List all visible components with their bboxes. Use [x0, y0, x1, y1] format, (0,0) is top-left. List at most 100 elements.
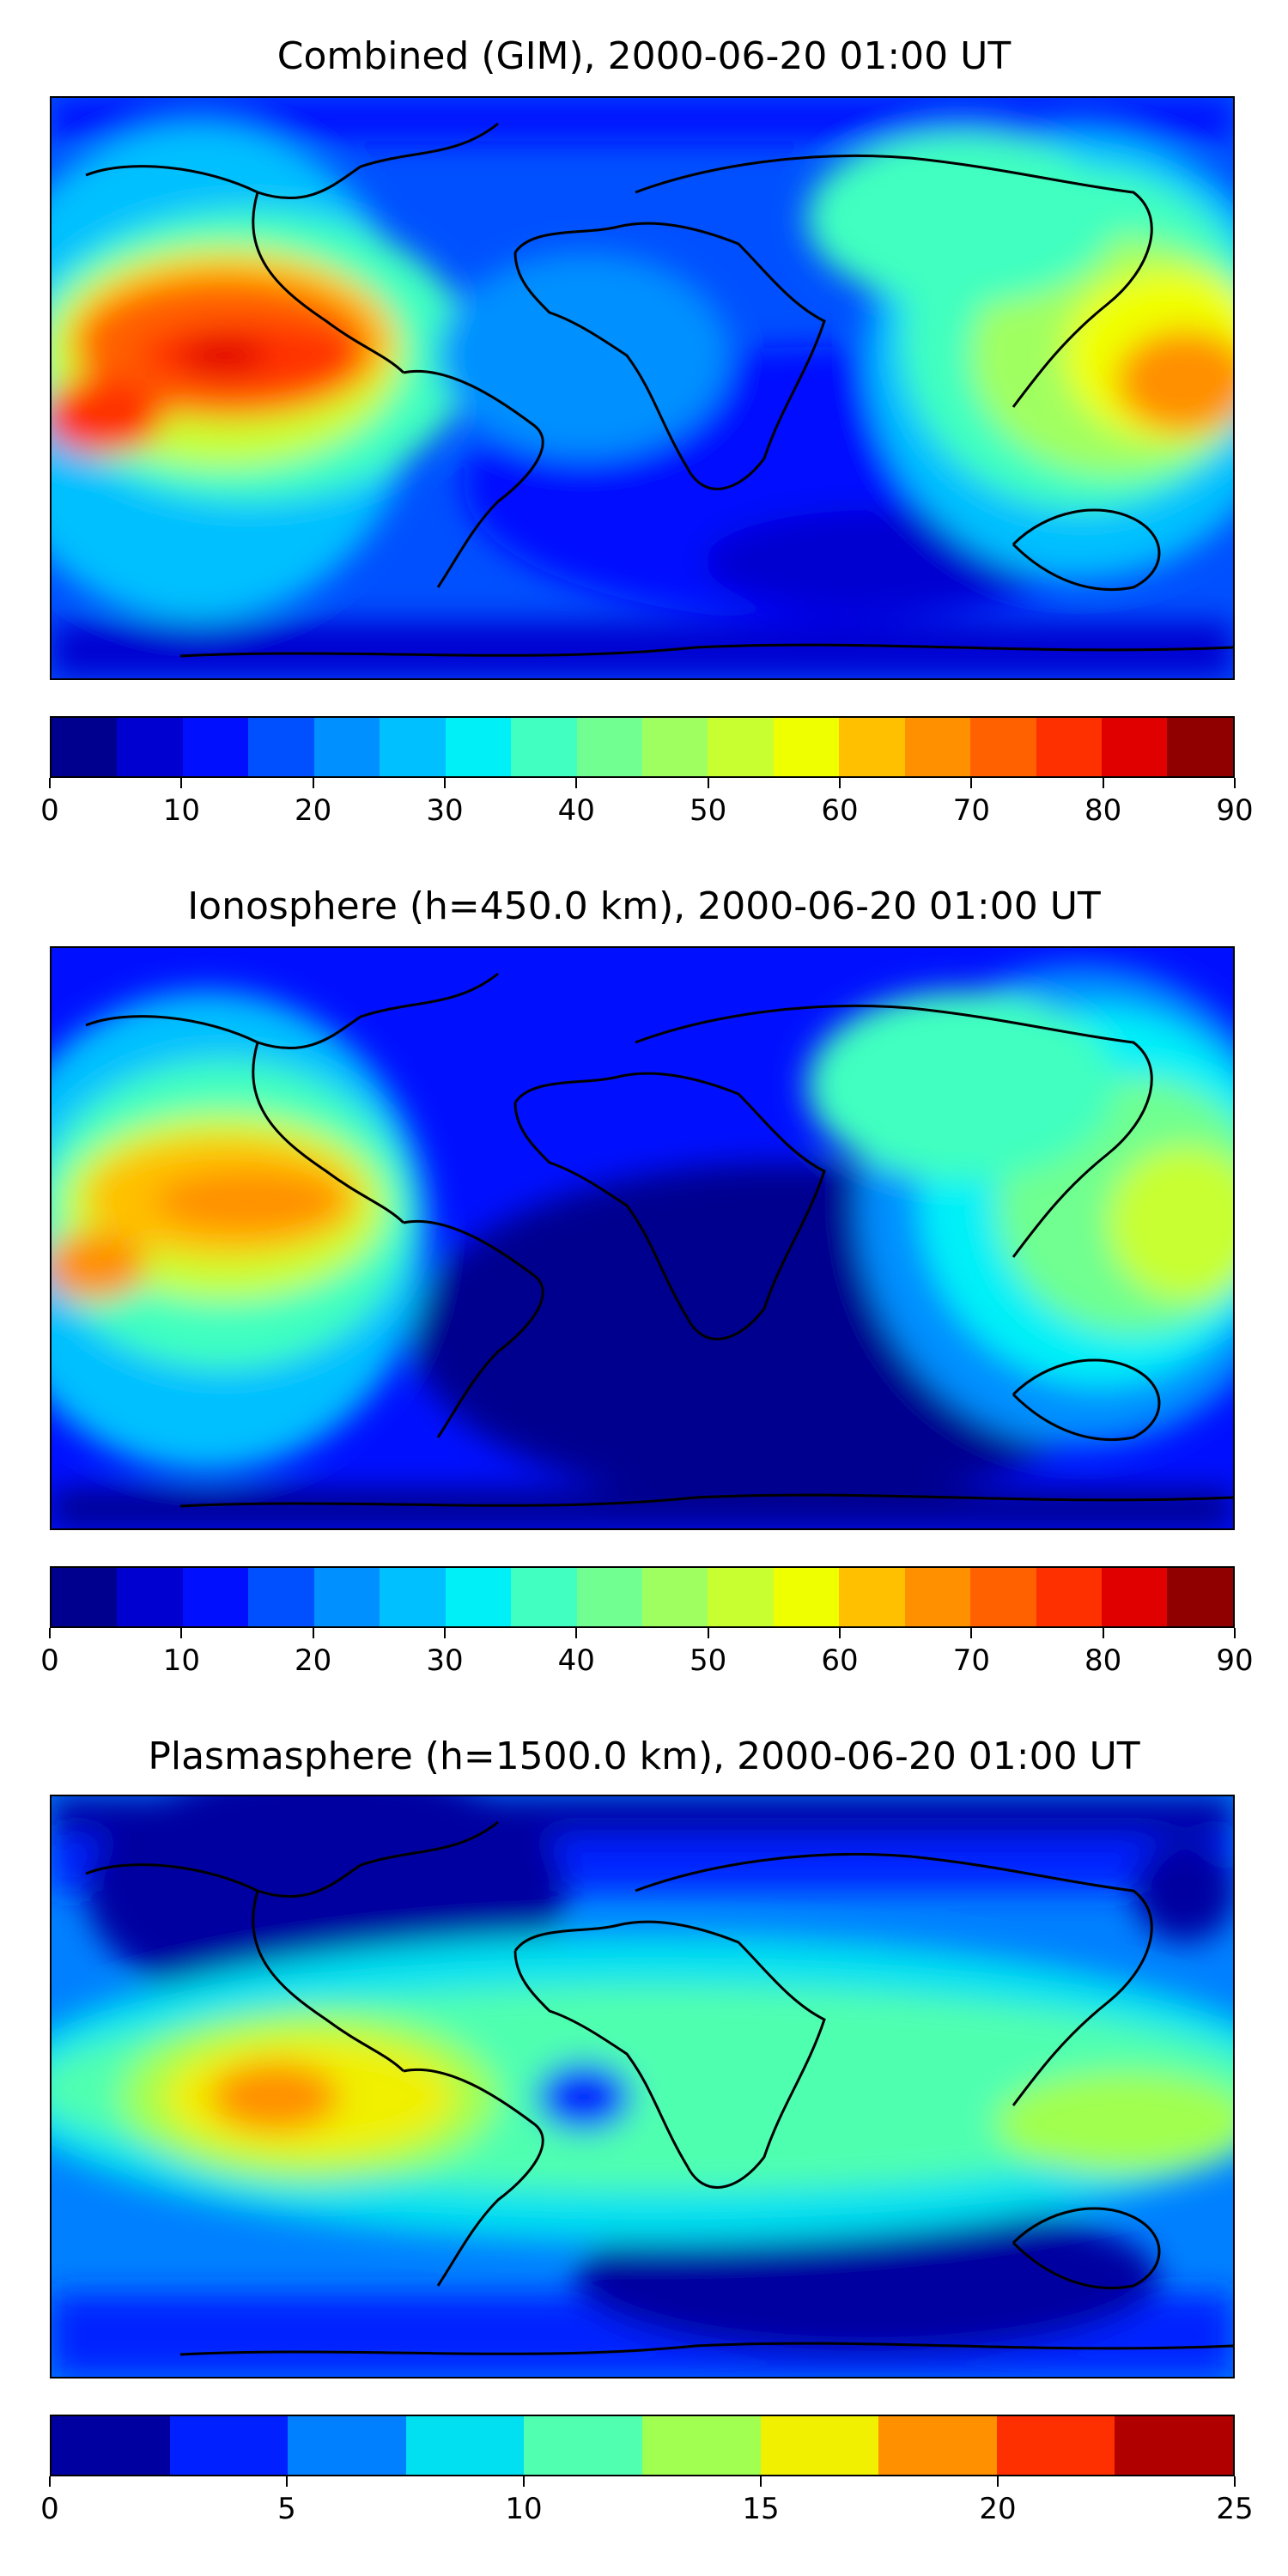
tick-label: 80 [1084, 1643, 1122, 1678]
tick-label: 15 [742, 2492, 780, 2526]
colorbar-segment [839, 718, 905, 776]
contour-map-plasmasphere [52, 1796, 1233, 2377]
colorbar-segment [708, 718, 774, 776]
tick-label: 10 [162, 793, 200, 828]
colorbar-segment [996, 2416, 1115, 2475]
colorbar-segment [445, 1568, 512, 1626]
tick-label: 50 [690, 1643, 727, 1678]
tick-mark [1234, 778, 1236, 788]
colorbar-segment [445, 718, 512, 776]
tick-mark [970, 778, 973, 788]
tick-mark [49, 2476, 51, 2487]
colorbar-segment [773, 1568, 840, 1626]
chart-title: Plasmasphere (h=1500.0 km), 2000-06-20 0… [148, 1735, 1140, 1778]
colorbar-segment [313, 1568, 380, 1626]
tick-label: 0 [40, 2492, 59, 2526]
tick-mark [312, 1628, 314, 1638]
colorbar-segment [760, 2416, 879, 2475]
tick-mark [707, 1628, 709, 1638]
colorbar-segment [708, 1568, 774, 1626]
tick-label: 50 [690, 793, 727, 828]
tick-label: 40 [557, 1643, 595, 1678]
colorbar-segment [52, 2416, 170, 2475]
colorbar-segment [1115, 2416, 1233, 2475]
colorbar-segment [248, 718, 314, 776]
colorbar-segment [576, 718, 642, 776]
colorbar-segment [970, 718, 1036, 776]
colorbar-segment [1167, 718, 1233, 776]
colorbar-ionosphere [50, 1566, 1235, 1628]
colorbar-segment [839, 1568, 905, 1626]
tick-mark [180, 778, 183, 788]
tick-label: 0 [40, 793, 59, 828]
tick-mark [1102, 1628, 1104, 1638]
colorbar-segment [1167, 1568, 1233, 1626]
tick-label: 70 [952, 793, 990, 828]
colorbar-segment [970, 1568, 1036, 1626]
colorbar-segment [52, 718, 118, 776]
colorbar-segment [405, 2416, 525, 2475]
tick-label: 40 [557, 793, 595, 828]
colorbar-segment [248, 1568, 314, 1626]
tick-label: 30 [426, 1643, 464, 1678]
tick-mark [760, 2476, 762, 2487]
colorbar-segment [641, 2416, 761, 2475]
tick-mark [443, 1628, 446, 1638]
colorbar-segment [773, 718, 840, 776]
tick-mark [707, 778, 709, 788]
colorbar-segment [576, 1568, 642, 1626]
colorbar-segment [511, 718, 577, 776]
colorbar-segment [169, 2416, 289, 2475]
tick-mark [49, 1628, 51, 1638]
coastlines [85, 972, 1233, 1508]
colorbar-segment [380, 1568, 446, 1626]
map-combined [50, 96, 1235, 680]
colorbar-ticks-combined: 0 10 20 30 40 50 60 70 80 90 [40, 778, 1254, 829]
colorbar-segment [313, 718, 380, 776]
tick-mark [523, 2476, 525, 2487]
tick-label: 20 [979, 2492, 1017, 2526]
colorbar-segment [1102, 718, 1168, 776]
tick-mark [180, 1628, 183, 1638]
tick-label: 60 [821, 1643, 859, 1678]
coastlines [85, 122, 1233, 658]
tick-mark [575, 778, 578, 788]
contour-map-ionosphere [52, 948, 1233, 1528]
colorbar-segment [288, 2416, 406, 2475]
tick-label: 30 [426, 793, 464, 828]
colorbar-segment [1036, 1568, 1102, 1626]
colorbar-plasmasphere [50, 2415, 1235, 2476]
tick-label: 20 [295, 793, 332, 828]
map-ionosphere [50, 946, 1235, 1530]
tick-mark [49, 778, 51, 788]
tick-label: 25 [1216, 2492, 1254, 2526]
chart-title: Ionosphere (h=450.0 km), 2000-06-20 01:0… [187, 884, 1101, 928]
coastlines [85, 1820, 1233, 2356]
tick-mark [839, 778, 841, 788]
colorbar-ticks-plasmasphere: 0 5 10 15 20 25 [40, 2476, 1254, 2528]
tick-mark [1234, 2476, 1236, 2487]
colorbar-segment [117, 718, 183, 776]
tick-label: 10 [162, 1643, 200, 1678]
colorbar-segment [52, 1568, 118, 1626]
tick-label: 0 [40, 1643, 59, 1678]
contour-map-combined [52, 98, 1233, 678]
colorbar-segment [641, 718, 708, 776]
colorbar-segment [1102, 1568, 1168, 1626]
colorbar-segment [878, 2416, 997, 2475]
tick-label: 80 [1084, 793, 1122, 828]
tick-mark [312, 778, 314, 788]
colorbar-segment [641, 1568, 708, 1626]
tick-mark [443, 778, 446, 788]
colorbar-segment [511, 1568, 577, 1626]
chart-title: Combined (GIM), 2000-06-20 01:00 UT [276, 34, 1012, 78]
tick-label: 90 [1216, 1643, 1254, 1678]
tick-label: 10 [505, 2492, 543, 2526]
colorbar-ticks-ionosphere: 0 10 20 30 40 50 60 70 80 90 [40, 1628, 1254, 1680]
colorbar-segment [524, 2416, 642, 2475]
colorbar-segment [380, 718, 446, 776]
tick-label: 20 [295, 1643, 332, 1678]
tick-label: 70 [952, 1643, 990, 1678]
colorbar-segment [904, 718, 971, 776]
tick-mark [1234, 1628, 1236, 1638]
